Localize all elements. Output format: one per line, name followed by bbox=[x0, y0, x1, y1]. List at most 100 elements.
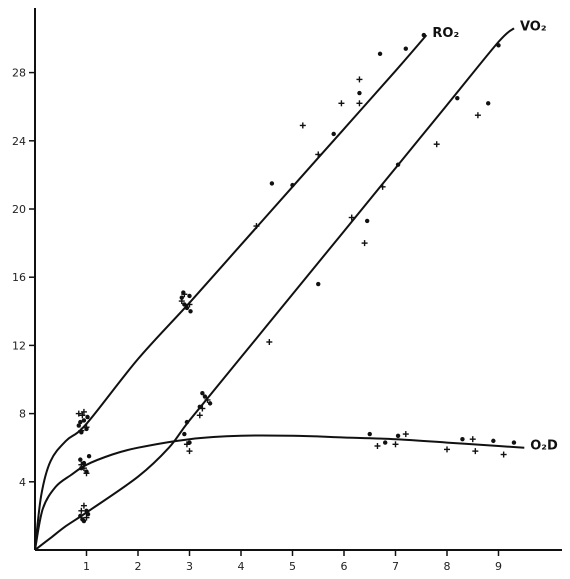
data-point-dot-o2d bbox=[86, 454, 92, 459]
data-point-cross-o2d bbox=[83, 470, 90, 477]
data-point-cross-o2d bbox=[500, 451, 507, 458]
data-point-cross-o2d bbox=[80, 465, 87, 472]
data-point-dot-vo2 bbox=[486, 101, 491, 106]
data-point-dot-ro2 bbox=[331, 131, 336, 137]
series-label-ro2: RO₂ bbox=[432, 26, 459, 41]
data-point-cross-ro2 bbox=[299, 122, 306, 129]
data-point-dot-ro2 bbox=[179, 295, 184, 300]
data-point-dot-ro2 bbox=[290, 182, 295, 188]
data-point-cross-vo2 bbox=[348, 214, 355, 221]
x-tick-label: 7 bbox=[392, 560, 399, 573]
data-point-dot-ro2 bbox=[81, 418, 87, 423]
data-point-dot-ro2 bbox=[188, 309, 193, 314]
data-point-cross-ro2 bbox=[80, 408, 87, 415]
data-point-dot-ro2 bbox=[269, 181, 275, 186]
series-line-ro2 bbox=[34, 34, 428, 551]
data-point-cross-vo2 bbox=[474, 112, 481, 119]
data-point-dot-o2d bbox=[395, 433, 401, 438]
y-tick-label: 16 bbox=[12, 271, 26, 284]
data-point-cross-o2d bbox=[472, 448, 479, 455]
data-point-cross-ro2 bbox=[75, 410, 82, 417]
data-point-cross-ro2 bbox=[178, 298, 185, 305]
data-point-cross-o2d bbox=[402, 431, 409, 438]
data-point-cross-o2d bbox=[392, 441, 399, 448]
series-label-vo2: VO₂ bbox=[520, 19, 547, 34]
x-tick-label: 2 bbox=[135, 560, 142, 573]
x-tick-label: 9 bbox=[495, 560, 502, 573]
data-point-dot-ro2 bbox=[403, 46, 408, 51]
axes bbox=[34, 8, 562, 551]
series-line-o2d bbox=[34, 434, 525, 551]
data-point-dot-ro2 bbox=[357, 90, 362, 96]
data-point-cross-vo2 bbox=[83, 514, 90, 521]
data-point-dot-vo2 bbox=[78, 513, 83, 519]
data-point-dot-vo2 bbox=[395, 162, 401, 167]
x-axis-ticks: 1 2 3 4 5 6 7 8 9 bbox=[83, 550, 502, 573]
data-point-dot-vo2 bbox=[200, 390, 205, 396]
data-point-cross-ro2 bbox=[356, 76, 363, 83]
series-curves bbox=[34, 27, 525, 551]
y-tick-label: 12 bbox=[12, 339, 26, 352]
y-tick-label: 28 bbox=[12, 67, 26, 80]
data-point-dot-vo2 bbox=[80, 517, 85, 522]
data-point-dot-o2d bbox=[491, 438, 496, 444]
x-tick-label: 1 bbox=[83, 560, 90, 573]
data-point-cross-vo2 bbox=[379, 183, 386, 190]
data-point-dot-ro2 bbox=[187, 293, 192, 299]
data-point-dot-ro2 bbox=[76, 423, 81, 428]
series-label-o2d: O₂D bbox=[530, 439, 558, 454]
data-point-dot-o2d bbox=[383, 440, 388, 445]
data-point-cross-ro2 bbox=[83, 424, 90, 431]
data-point-dot-o2d bbox=[182, 431, 187, 437]
data-point-dot-o2d bbox=[511, 440, 517, 445]
x-tick-label: 6 bbox=[341, 560, 348, 573]
data-point-cross-vo2 bbox=[433, 141, 440, 148]
data-point-cross-ro2 bbox=[338, 100, 345, 107]
data-point-cross-ro2 bbox=[79, 412, 86, 419]
data-point-cross-vo2 bbox=[196, 412, 203, 419]
data-point-cross-ro2 bbox=[186, 301, 193, 308]
data-point-cross-ro2 bbox=[315, 151, 322, 158]
data-point-dot-vo2 bbox=[364, 218, 370, 224]
data-point-cross-vo2 bbox=[266, 338, 273, 345]
data-point-dot-ro2 bbox=[78, 419, 83, 425]
data-point-dot-ro2 bbox=[377, 51, 383, 57]
data-point-dot-o2d bbox=[460, 436, 465, 442]
data-point-dot-vo2 bbox=[316, 281, 321, 287]
data-point-dot-o2d bbox=[78, 457, 83, 462]
data-point-cross-o2d bbox=[374, 442, 381, 449]
y-tick-label: 4 bbox=[19, 476, 26, 489]
x-tick-label: 4 bbox=[238, 560, 245, 573]
data-point-cross-vo2 bbox=[78, 507, 85, 514]
data-point-cross-vo2 bbox=[199, 405, 206, 412]
x-tick-label: 5 bbox=[289, 560, 296, 573]
data-point-cross-vo2 bbox=[361, 240, 368, 247]
x-tick-label: 8 bbox=[444, 560, 451, 573]
data-point-dot-vo2 bbox=[455, 95, 460, 101]
y-tick-label: 24 bbox=[12, 135, 26, 148]
data-point-dot-ro2 bbox=[182, 302, 187, 307]
series-line-vo2 bbox=[34, 27, 515, 551]
data-point-dot-vo2 bbox=[496, 43, 501, 48]
y-axis-ticks: 4 8 12 16 20 24 28 bbox=[12, 67, 35, 489]
y-tick-label: 20 bbox=[12, 203, 26, 216]
data-point-dot-o2d bbox=[367, 431, 372, 437]
data-point-cross-vo2 bbox=[80, 502, 87, 509]
data-points bbox=[75, 32, 517, 524]
data-point-cross-ro2 bbox=[253, 223, 260, 230]
data-point-dot-vo2 bbox=[202, 394, 208, 399]
x-tick-label: 3 bbox=[186, 560, 193, 573]
data-point-cross-o2d bbox=[183, 441, 190, 448]
data-point-cross-ro2 bbox=[181, 291, 188, 298]
data-point-dot-ro2 bbox=[85, 414, 90, 420]
data-point-cross-ro2 bbox=[78, 427, 85, 434]
data-point-cross-ro2 bbox=[356, 100, 363, 107]
data-point-dot-ro2 bbox=[421, 32, 427, 38]
data-point-cross-o2d bbox=[186, 448, 193, 455]
y-tick-label: 8 bbox=[19, 408, 26, 421]
series-labels: RO₂ VO₂ O₂D bbox=[432, 19, 558, 453]
data-point-dot-ro2 bbox=[184, 305, 190, 311]
data-point-cross-vo2 bbox=[204, 396, 211, 403]
data-point-dot-vo2 bbox=[207, 401, 213, 406]
